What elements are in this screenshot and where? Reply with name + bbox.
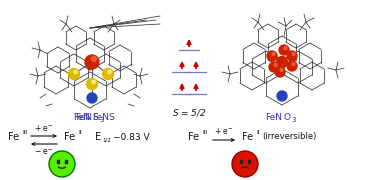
- Circle shape: [269, 62, 279, 72]
- Circle shape: [68, 69, 79, 80]
- Bar: [240, 160, 242, 163]
- Text: II: II: [256, 130, 260, 136]
- Circle shape: [87, 78, 98, 89]
- Circle shape: [287, 61, 297, 71]
- Bar: [57, 160, 59, 163]
- Circle shape: [92, 80, 95, 84]
- Circle shape: [276, 57, 288, 68]
- Circle shape: [232, 151, 258, 177]
- Text: II: II: [78, 130, 82, 136]
- Text: FeN: FeN: [75, 114, 92, 123]
- Text: E: E: [95, 132, 101, 142]
- Text: FeNS: FeNS: [92, 114, 115, 123]
- Circle shape: [87, 93, 97, 103]
- Bar: [248, 160, 250, 163]
- Text: O: O: [284, 114, 291, 123]
- Text: Fe: Fe: [242, 132, 253, 142]
- Circle shape: [292, 53, 295, 55]
- Text: FeN: FeN: [265, 114, 282, 123]
- Circle shape: [49, 151, 75, 177]
- Text: III: III: [22, 130, 28, 136]
- Text: −0.83 V: −0.83 V: [113, 132, 150, 141]
- Circle shape: [284, 46, 287, 50]
- Text: Fe: Fe: [8, 132, 19, 142]
- Circle shape: [275, 67, 285, 77]
- Circle shape: [108, 70, 111, 74]
- Text: FeN: FeN: [73, 114, 90, 123]
- Circle shape: [292, 62, 295, 66]
- Circle shape: [277, 91, 287, 101]
- Circle shape: [280, 69, 283, 71]
- Bar: [65, 160, 67, 163]
- Text: + e$^{-}$: + e$^{-}$: [34, 123, 54, 133]
- Circle shape: [267, 51, 277, 61]
- Text: 3: 3: [291, 118, 296, 123]
- Circle shape: [272, 53, 275, 55]
- Text: Fe: Fe: [188, 132, 199, 142]
- Text: Fe: Fe: [64, 132, 75, 142]
- Circle shape: [279, 45, 289, 55]
- Circle shape: [85, 55, 99, 69]
- Text: (irreversible): (irreversible): [262, 132, 316, 141]
- Text: S: S: [92, 114, 98, 123]
- Text: 3: 3: [99, 118, 104, 123]
- Circle shape: [287, 51, 297, 61]
- Text: 1/2: 1/2: [102, 138, 111, 143]
- Text: $S$ = 5/2: $S$ = 5/2: [172, 107, 206, 118]
- Circle shape: [74, 70, 77, 74]
- Circle shape: [91, 57, 96, 62]
- Text: + e$^{-}$: + e$^{-}$: [214, 126, 234, 136]
- Text: − e$^{-}$: − e$^{-}$: [34, 147, 54, 157]
- Circle shape: [102, 69, 113, 80]
- Circle shape: [274, 64, 277, 66]
- Text: III: III: [202, 130, 208, 136]
